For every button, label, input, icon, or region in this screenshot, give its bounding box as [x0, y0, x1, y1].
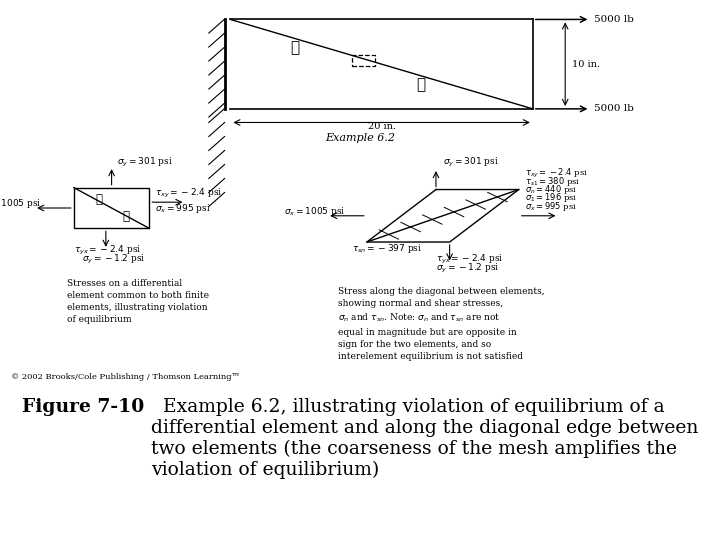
Text: $\sigma_n = 440$ psi: $\sigma_n = 440$ psi — [524, 183, 577, 196]
Text: ①: ① — [95, 193, 102, 206]
Text: Example 6.2: Example 6.2 — [325, 133, 395, 143]
Text: $\sigma_1 = 196$ psi: $\sigma_1 = 196$ psi — [524, 191, 577, 205]
Text: $\sigma_x = 1005$ psi: $\sigma_x = 1005$ psi — [284, 205, 346, 218]
Text: Stress along the diagonal between elements,
showing normal and shear stresses,
$: Stress along the diagonal between elemen… — [338, 287, 544, 361]
Text: $\tau_{xy} = -2.4$ psi: $\tau_{xy} = -2.4$ psi — [156, 187, 222, 200]
Text: $\tau_{yx} = -2.4$ psi: $\tau_{yx} = -2.4$ psi — [436, 253, 503, 266]
Text: Figure 7-10: Figure 7-10 — [22, 399, 144, 416]
Text: $\sigma_y = -1.2$ psi: $\sigma_y = -1.2$ psi — [436, 262, 499, 275]
Text: $\tau_{yx} = -2.4$ psi: $\tau_{yx} = -2.4$ psi — [74, 244, 141, 257]
Text: ①: ① — [291, 42, 300, 56]
Text: 20 in.: 20 in. — [368, 122, 395, 131]
Text: Stresses on a differential
element common to both finite
elements, illustrating : Stresses on a differential element commo… — [67, 279, 209, 325]
Text: $\tau_{xy} = -2.4$ psi: $\tau_{xy} = -2.4$ psi — [524, 167, 588, 180]
Bar — [74, 187, 150, 228]
Text: $\sigma_x = 995$ psi: $\sigma_x = 995$ psi — [524, 200, 577, 213]
Text: $\sigma_x = 995$ psi: $\sigma_x = 995$ psi — [156, 202, 211, 215]
Bar — [352, 55, 375, 66]
Text: © 2002 Brooks/Cole Publishing / Thomson Learning™: © 2002 Brooks/Cole Publishing / Thomson … — [12, 373, 240, 381]
Text: $\sigma_x = 1005$ psi: $\sigma_x = 1005$ psi — [0, 197, 42, 210]
Text: $\sigma_y = 301$ psi: $\sigma_y = 301$ psi — [444, 156, 499, 169]
Text: $\sigma_y = -1.2$ psi: $\sigma_y = -1.2$ psi — [82, 253, 146, 266]
Text: Example 6.2, illustrating violation of equilibrium of a differential element and: Example 6.2, illustrating violation of e… — [150, 399, 698, 480]
Text: $\sigma_y = 301$ psi: $\sigma_y = 301$ psi — [117, 156, 173, 169]
Text: 5000 lb: 5000 lb — [594, 15, 634, 24]
Text: $\tau_{s1} = 380$ psi: $\tau_{s1} = 380$ psi — [524, 175, 580, 188]
Text: 10 in.: 10 in. — [572, 59, 600, 69]
Text: 5000 lb: 5000 lb — [594, 104, 634, 113]
Text: $\tau_{sn} = -397$ psi: $\tau_{sn} = -397$ psi — [352, 241, 423, 254]
Text: ②: ② — [417, 78, 426, 92]
Text: ②: ② — [122, 210, 130, 223]
